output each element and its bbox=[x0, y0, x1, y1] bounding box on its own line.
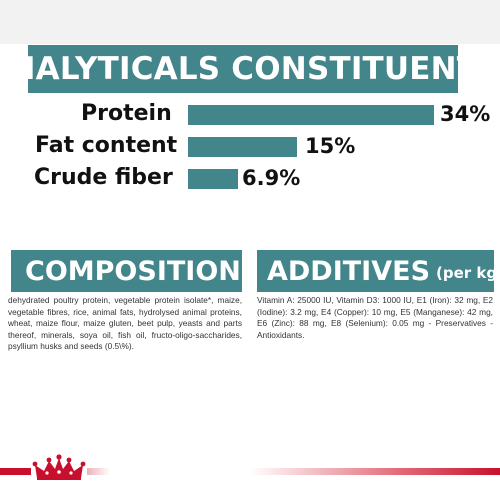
additives-title: ADDITIVES (per kg) bbox=[257, 250, 500, 292]
fat-content-value: 15% bbox=[305, 134, 356, 158]
fat-content-bar bbox=[188, 137, 297, 157]
fat-content-label: Fat content bbox=[35, 133, 178, 158]
additives-text: Vitamin A: 25000 IU, Vitamin D3: 1000 IU… bbox=[257, 295, 493, 340]
crude-fiber-bar bbox=[188, 169, 238, 189]
additives-title-text: ADDITIVES bbox=[267, 255, 431, 287]
analytics-title: ANALYTICALS CONSTITUENTS bbox=[0, 45, 500, 93]
crown-icon bbox=[31, 454, 87, 482]
protein-value: 34% bbox=[440, 102, 491, 126]
crude-fiber-value: 6.9% bbox=[242, 166, 301, 190]
additives-title-suffix: (per kg) bbox=[436, 264, 500, 282]
composition-title-text: COMPOSITION bbox=[25, 255, 241, 287]
header-background bbox=[0, 0, 500, 44]
protein-label: Protein bbox=[81, 101, 172, 126]
brand-divider bbox=[0, 468, 500, 475]
composition-title: COMPOSITION bbox=[11, 250, 242, 292]
crude-fiber-label: Crude fiber bbox=[34, 165, 173, 190]
composition-text: dehydrated poultry protein, vegetable pr… bbox=[8, 295, 242, 352]
protein-bar bbox=[188, 105, 434, 125]
